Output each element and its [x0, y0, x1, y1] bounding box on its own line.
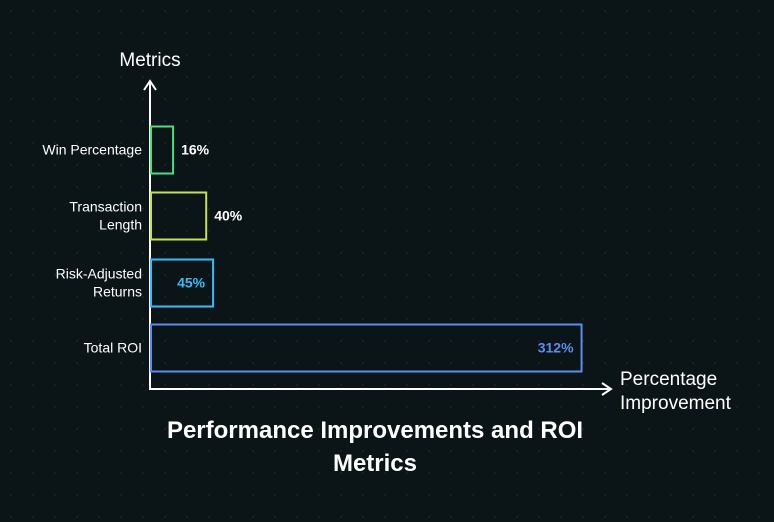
category-label: Win Percentage	[42, 142, 142, 158]
category-label-line: Risk-Adjusted	[56, 266, 142, 282]
x-axis-title-line-2: Improvement	[620, 393, 732, 414]
x-axis-title: Percentage Improvement	[620, 369, 732, 414]
y-axis-title: Metrics	[119, 50, 180, 71]
bar-4	[150, 323, 583, 373]
bar-3	[150, 258, 215, 308]
category-label: Transaction Length	[69, 199, 142, 233]
value-label: 312%	[538, 340, 574, 356]
x-axis-arrow	[601, 382, 613, 396]
chart-title: Performance Improvements and ROI Metrics	[166, 417, 584, 477]
category-label: Total ROI	[84, 340, 142, 356]
bar-1	[150, 125, 175, 175]
category-label: Risk-Adjusted Returns	[56, 266, 142, 300]
y-axis-arrow	[143, 79, 157, 91]
x-axis-title-line-1: Percentage	[620, 369, 717, 390]
value-label: 16%	[181, 142, 210, 158]
value-label: 40%	[214, 208, 243, 224]
category-label-line: Total ROI	[84, 340, 142, 356]
value-label: 45%	[177, 275, 206, 291]
category-label-line: Transaction	[69, 199, 142, 215]
category-label-line: Returns	[93, 284, 142, 300]
category-label-line: Win Percentage	[42, 142, 142, 158]
category-label-line: Length	[99, 217, 142, 233]
bar-group: Win Percentage 16% Transaction Length 40% Ris…	[42, 125, 583, 373]
bar-2	[150, 191, 208, 241]
